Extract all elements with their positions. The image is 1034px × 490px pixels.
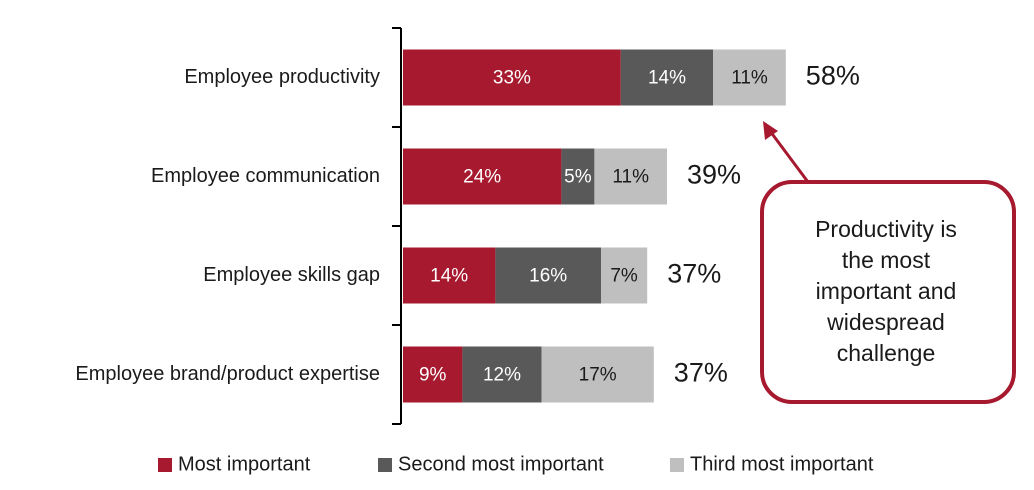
bar-segment	[601, 247, 648, 304]
annotation-box	[760, 180, 1016, 404]
legend-swatch	[158, 458, 172, 472]
bar-segment	[594, 148, 667, 205]
legend-label: Second most important	[398, 453, 604, 475]
value-label: 17%	[579, 365, 617, 386]
bar-segment	[541, 346, 654, 403]
value-label: 11%	[731, 68, 768, 89]
value-label: 11%	[612, 167, 649, 188]
annotation-arrow	[768, 130, 810, 183]
annotation-arrowhead	[763, 121, 778, 140]
legend-swatch	[670, 458, 684, 472]
total-label: 39%	[687, 160, 741, 190]
annotation-text: Productivity is	[815, 216, 957, 242]
category-label: Employee communication	[151, 165, 380, 187]
bar-segment	[620, 49, 714, 106]
value-label: 7%	[610, 266, 638, 287]
bar-segment	[462, 346, 542, 403]
value-label: 12%	[483, 365, 521, 386]
legend-swatch	[378, 458, 392, 472]
bar-segment	[403, 49, 621, 106]
category-label: Employee productivity	[184, 66, 380, 88]
value-label: 24%	[463, 167, 501, 188]
value-label: 14%	[430, 266, 468, 287]
value-label: 14%	[648, 68, 686, 89]
total-label: 58%	[806, 61, 860, 91]
bar-segment	[561, 148, 595, 205]
bar-segment	[403, 247, 496, 304]
value-label: 16%	[529, 266, 567, 287]
value-label: 5%	[564, 167, 592, 188]
category-label: Employee brand/product expertise	[75, 363, 380, 385]
annotation-text: important and	[816, 278, 957, 304]
annotation-text: widespread	[826, 309, 945, 335]
annotation-text: the most	[842, 247, 931, 273]
annotation-text: challenge	[837, 340, 935, 366]
legend-label: Third most important	[690, 453, 874, 475]
bar-segment	[713, 49, 786, 106]
bar-segment	[403, 346, 463, 403]
category-label: Employee skills gap	[203, 264, 380, 286]
total-label: 37%	[674, 358, 728, 388]
value-label: 33%	[493, 68, 531, 89]
bar-segment	[403, 148, 562, 205]
bar-segment	[495, 247, 601, 304]
value-label: 9%	[419, 365, 447, 386]
total-label: 37%	[667, 259, 721, 289]
legend-label: Most important	[178, 453, 311, 475]
